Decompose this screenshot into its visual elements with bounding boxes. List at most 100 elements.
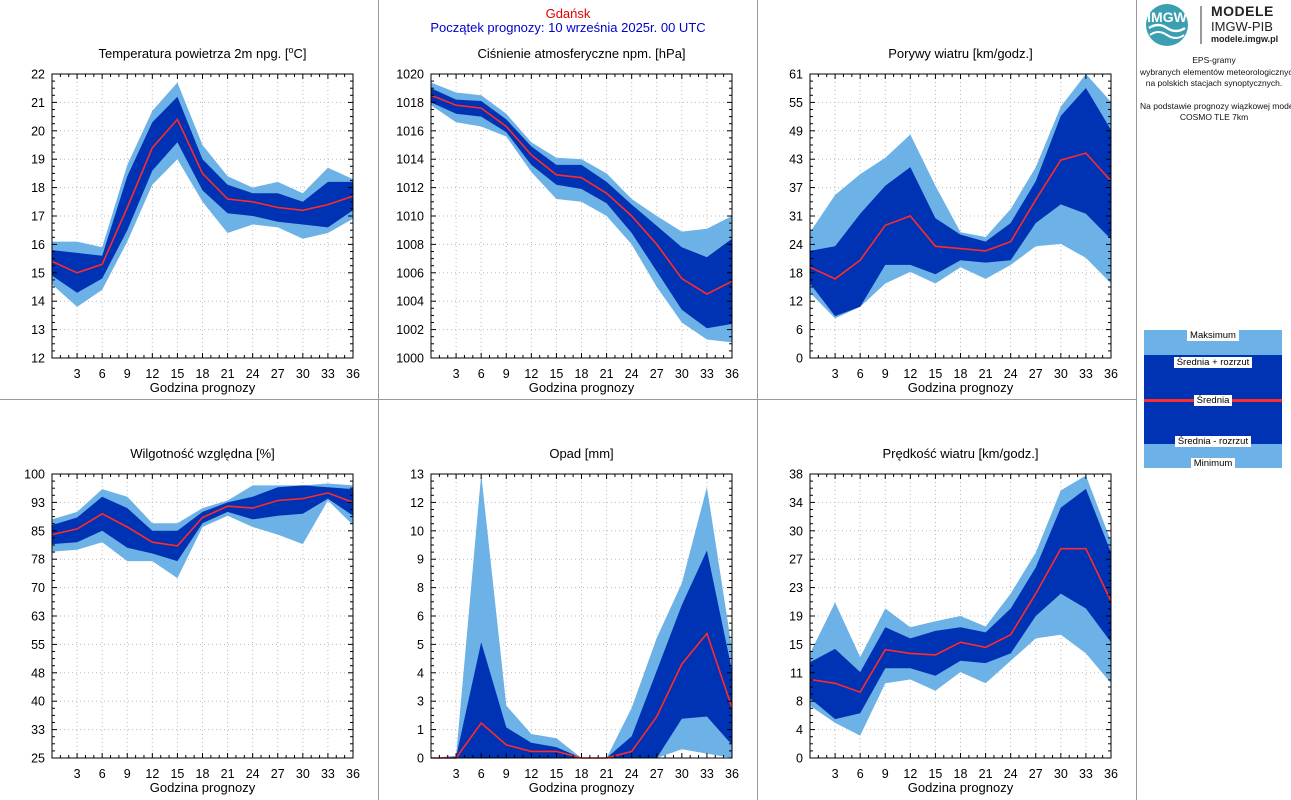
x-tick-label: 27 xyxy=(650,367,664,381)
x-tick-label: 36 xyxy=(1104,367,1118,381)
y-tick-label: 31 xyxy=(789,210,803,224)
y-tick-label: 1 xyxy=(417,723,424,737)
forecast-start: Początek prognozy: 10 września 2025r. 00… xyxy=(430,20,706,35)
band-mean-spread xyxy=(52,96,353,293)
x-axis-label: Godzina prognozy xyxy=(908,780,1014,795)
chart-1: 3 6 9 12 15 18 21 24 27 30 33 361213141516171819202… xyxy=(31,45,360,395)
x-tick-label: 30 xyxy=(296,767,310,781)
y-tick-label: 1008 xyxy=(396,238,424,252)
y-tick-label: 78 xyxy=(31,553,45,567)
x-tick-label: 36 xyxy=(346,767,360,781)
x-tick-label: 36 xyxy=(346,367,360,381)
y-tick-label: 15 xyxy=(789,638,803,652)
x-tick-label: 30 xyxy=(675,767,689,781)
x-tick-label: 18 xyxy=(954,367,968,381)
y-tick-label: 8 xyxy=(796,695,803,709)
y-tick-label: 0 xyxy=(796,352,803,366)
y-tick-label: 24 xyxy=(789,238,803,252)
y-tick-label: 30 xyxy=(789,524,803,538)
y-tick-label: 1006 xyxy=(396,266,424,280)
x-tick-label: 12 xyxy=(145,367,159,381)
x-tick-label: 6 xyxy=(857,767,864,781)
x-axis-label: Godzina prognozy xyxy=(529,380,635,395)
y-tick-label: 13 xyxy=(31,323,45,337)
x-tick-label: 36 xyxy=(725,767,739,781)
y-tick-label: 19 xyxy=(31,153,45,167)
x-tick-label: 21 xyxy=(221,767,235,781)
y-tick-label: 9 xyxy=(417,553,424,567)
x-tick-label: 15 xyxy=(549,367,563,381)
x-tick-label: 3 xyxy=(74,767,81,781)
x-tick-label: 33 xyxy=(1079,767,1093,781)
y-tick-label: 6 xyxy=(417,610,424,624)
band-mean-spread xyxy=(431,88,732,329)
y-tick-label: 20 xyxy=(31,124,45,138)
y-tick-label: 43 xyxy=(789,153,803,167)
x-tick-label: 3 xyxy=(832,367,839,381)
y-tick-label: 63 xyxy=(31,610,45,624)
chart-title: Opad [mm] xyxy=(549,446,613,461)
description-line: na polskich stacjach synoptycznych. xyxy=(1145,78,1283,88)
chart-6: 3 6 9 12 15 18 21 24 27 30 33 360481115192327303438… xyxy=(789,446,1118,795)
x-tick-label: 15 xyxy=(928,767,942,781)
mean-line xyxy=(809,152,1112,280)
description-line: wybranych elementów meteorologicznych xyxy=(1140,66,1291,77)
description-line xyxy=(1140,90,1288,101)
x-tick-label: 36 xyxy=(725,367,739,381)
x-tick-label: 3 xyxy=(453,767,460,781)
band-min-max xyxy=(810,475,1111,736)
band-mean-spread xyxy=(810,488,1111,720)
y-tick-label: 12 xyxy=(31,352,45,366)
legend-label-mean-minus: Średnia - rozrzut xyxy=(1144,436,1282,447)
y-tick-label: 6 xyxy=(796,323,803,337)
x-tick-label: 12 xyxy=(524,367,538,381)
x-tick-label: 21 xyxy=(600,767,614,781)
x-tick-label: 30 xyxy=(296,367,310,381)
y-tick-label: 1010 xyxy=(396,210,424,224)
axis-ticks xyxy=(810,74,1111,359)
chart-title-part: C] xyxy=(294,46,307,61)
x-tick-label: 24 xyxy=(625,767,639,781)
x-tick-label: 15 xyxy=(549,767,563,781)
x-tick-label: 15 xyxy=(170,367,184,381)
y-tick-label: 22 xyxy=(31,68,45,82)
x-tick-label: 30 xyxy=(675,367,689,381)
x-axis-label: Godzina prognozy xyxy=(908,380,1014,395)
description: EPS-gramy wybranych elementów meteorolog… xyxy=(1140,55,1291,124)
y-tick-label: 23 xyxy=(789,581,803,595)
logo-url: modele.imgw.pl xyxy=(1211,34,1279,44)
x-tick-label: 27 xyxy=(1029,367,1043,381)
x-tick-label: 3 xyxy=(453,367,460,381)
legend-label-max: Maksimum xyxy=(1144,330,1282,341)
chart-title: Porywy wiatru [km/godz.] xyxy=(888,46,1033,61)
y-tick-label: 11 xyxy=(790,666,803,680)
x-tick-label: 36 xyxy=(1104,767,1118,781)
chart-3: 3 6 9 12 15 18 21 24 27 30 33 360612182431374349556… xyxy=(789,46,1118,395)
band-mean-spread xyxy=(52,485,353,562)
x-tick-label: 18 xyxy=(954,767,968,781)
x-tick-label: 21 xyxy=(979,367,993,381)
x-tick-label: 18 xyxy=(575,767,589,781)
y-tick-label: 34 xyxy=(789,496,803,510)
y-tick-label: 37 xyxy=(789,181,803,195)
x-tick-label: 12 xyxy=(903,367,917,381)
x-tick-label: 3 xyxy=(74,367,81,381)
y-tick-label: 10 xyxy=(410,524,424,538)
x-tick-label: 6 xyxy=(478,367,485,381)
x-tick-label: 6 xyxy=(478,767,485,781)
x-tick-label: 33 xyxy=(321,367,335,381)
band-min-max xyxy=(431,82,732,343)
y-tick-label: 18 xyxy=(789,266,803,280)
x-tick-label: 6 xyxy=(857,367,864,381)
y-tick-label: 85 xyxy=(31,524,45,538)
axis-ticks xyxy=(52,474,353,759)
y-tick-label: 61 xyxy=(789,68,803,82)
station-name: Gdańsk xyxy=(545,6,591,21)
x-tick-label: 24 xyxy=(246,367,260,381)
mean-line xyxy=(51,492,354,547)
y-tick-label: 1020 xyxy=(396,68,424,82)
x-tick-label: 9 xyxy=(124,767,131,781)
x-tick-label: 18 xyxy=(196,767,210,781)
y-tick-label: 70 xyxy=(31,581,45,595)
